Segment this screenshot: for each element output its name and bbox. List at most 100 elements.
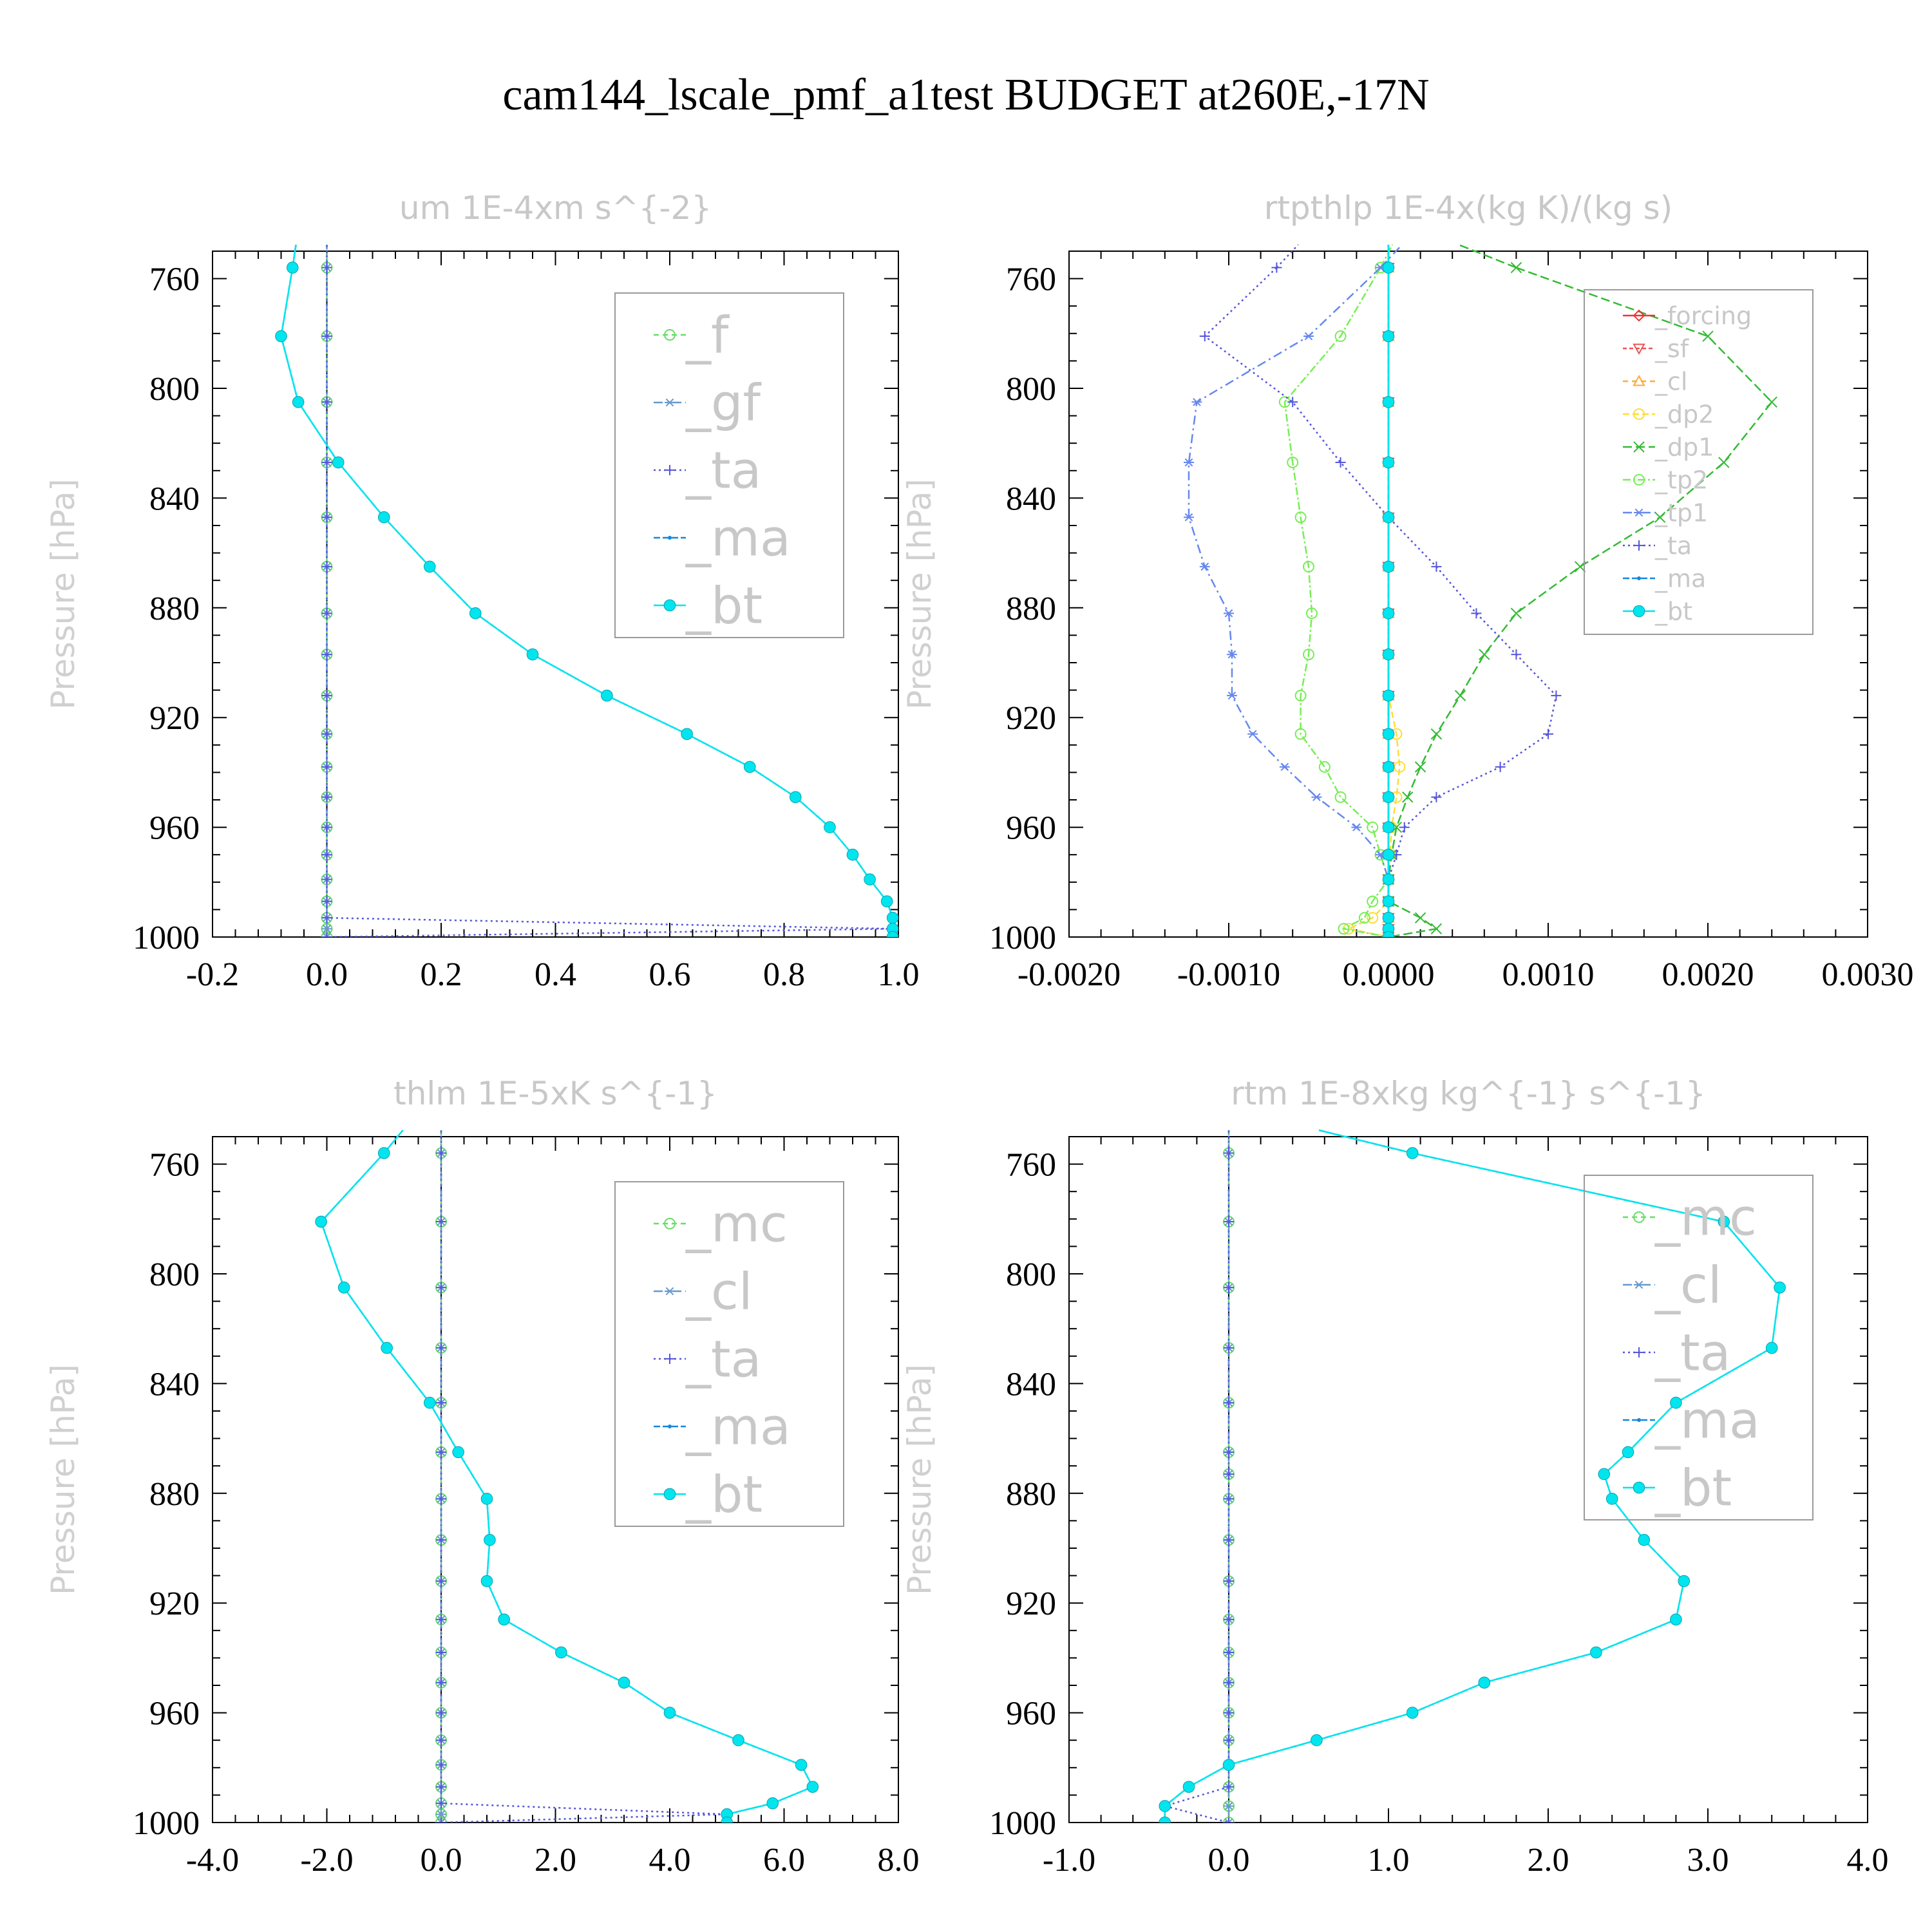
series-point-tp2 <box>1303 649 1314 661</box>
series-line-top-bt <box>1318 1129 1413 1154</box>
series-point-bt <box>1718 1215 1730 1228</box>
plot-frame <box>212 251 899 938</box>
series-point-dp1 <box>1510 607 1522 620</box>
series-point-bt <box>1598 1468 1611 1481</box>
series-point-ta <box>1224 1468 1234 1479</box>
legend-label: _mc <box>685 1195 788 1253</box>
series-point-bt <box>864 873 876 886</box>
y-tick-label: 880 <box>149 591 200 627</box>
series-point-tp1 <box>1303 332 1314 341</box>
series-point-ta <box>1287 397 1298 408</box>
series-group <box>1159 1129 1786 1823</box>
legend-label: _sf <box>1654 334 1690 363</box>
series-point-bt <box>1478 1676 1491 1689</box>
x-tick-label: -4.0 <box>186 1842 239 1879</box>
series-point-tp1 <box>1226 650 1237 659</box>
legend-marker <box>1633 343 1645 355</box>
y-tick-label: 800 <box>1006 371 1056 408</box>
series-point-bt <box>1222 1759 1235 1771</box>
panel-2: rtpthlp 1E-4x(kg K)/(kg s) Pressure [hPa]… <box>901 189 1914 993</box>
series-point-bt <box>1382 873 1395 886</box>
series-point-ta <box>321 932 332 937</box>
figure-title: cam144_lscale_pmf_a1test BUDGET at260E,-… <box>502 70 1429 120</box>
y-tick-label: 1000 <box>133 1805 200 1842</box>
series-line-tp2 <box>1283 267 1390 937</box>
legend-marker <box>1633 474 1645 486</box>
series-point-tp2 <box>1358 912 1370 924</box>
series-point-bt <box>1311 1734 1323 1747</box>
series-line-ta <box>1203 267 1557 937</box>
series-point-ta <box>1224 1282 1234 1293</box>
series-point-ta <box>436 1446 446 1457</box>
y-tick-label: 840 <box>1006 1366 1056 1403</box>
x-tick-label: 0.6 <box>649 956 691 993</box>
series-point-bt <box>469 607 482 620</box>
series-point-ta <box>321 512 332 523</box>
series-point-bt <box>292 396 305 408</box>
series-point-bt <box>1382 931 1395 937</box>
series-point-ta <box>436 1707 446 1718</box>
series-point-tp2 <box>1294 690 1307 702</box>
series-group <box>315 1130 819 1823</box>
series-point-tp2 <box>1367 895 1379 907</box>
series-point-ta <box>1495 761 1506 772</box>
series-point-dp1 <box>1454 690 1466 701</box>
series-point-dp1 <box>1766 396 1777 408</box>
series-line-ma <box>280 267 894 937</box>
legend-marker <box>1633 374 1645 386</box>
x-tick-label: 0.0010 <box>1502 956 1595 993</box>
series-point-ta <box>321 561 332 572</box>
legend-marker <box>664 1218 676 1229</box>
legend-marker <box>1634 1347 1644 1358</box>
x-tick-label: 0.0 <box>1208 1842 1250 1879</box>
series-point-tp1 <box>1184 458 1194 467</box>
series-point-cl <box>436 1818 446 1823</box>
series-point-ta <box>321 608 332 619</box>
series-point-bt <box>315 1215 327 1228</box>
series-point-bt <box>337 1282 350 1294</box>
panel-title: thlm 1E-5xK s^{-1} <box>393 1075 717 1112</box>
series-point-bt <box>1622 1446 1634 1459</box>
series-point-bt <box>480 1493 493 1505</box>
panel-title: rtpthlp 1E-4x(kg K)/(kg s) <box>1264 189 1672 227</box>
plot-frame <box>212 1136 899 1823</box>
series-point-bt <box>1638 1533 1651 1546</box>
series-point-bt <box>1382 648 1395 661</box>
series-point-bt <box>484 1533 496 1546</box>
series-point-ta <box>436 1148 446 1159</box>
series-point-tp2 <box>1303 560 1314 573</box>
legend-marker <box>1633 605 1645 618</box>
series-point-tp1 <box>1226 691 1237 700</box>
y-tick-label: 920 <box>1006 700 1056 737</box>
series-point-bt <box>1382 895 1395 907</box>
legend-marker <box>665 465 675 475</box>
series-point-bt <box>601 689 613 702</box>
series-point-tp2 <box>1334 330 1347 343</box>
series-point-bt <box>789 791 802 804</box>
series-point-bt <box>423 560 436 573</box>
series-point-bt <box>1382 911 1395 924</box>
series-point-tp2 <box>1294 728 1307 740</box>
series-line-bt <box>280 267 894 937</box>
y-tick-label: 960 <box>149 810 200 847</box>
y-tick-label: 960 <box>1006 810 1056 847</box>
legend-label: _ma <box>685 1398 791 1456</box>
series-point-dp2 <box>1394 761 1406 773</box>
series-point-dp1 <box>1414 761 1426 773</box>
series-point-bt <box>377 1147 390 1159</box>
legend-label: _cl <box>1654 367 1687 395</box>
series-point-bt <box>824 821 836 833</box>
series-point-ta <box>321 457 332 468</box>
series-point-bt <box>526 648 539 661</box>
series-point-tp1 <box>1191 397 1202 406</box>
series-point-bt <box>377 511 390 524</box>
series-point-dp1 <box>1654 511 1666 523</box>
legend-label: _cl <box>685 1263 753 1321</box>
series-point-ta <box>321 849 332 860</box>
series-point-ta <box>436 1493 446 1504</box>
legend-box <box>1584 1175 1814 1520</box>
legend-marker <box>1633 441 1645 453</box>
legend-label: _gf <box>685 374 762 432</box>
series-point-ta <box>436 1798 446 1809</box>
x-tick-label: 0.0020 <box>1662 956 1754 993</box>
